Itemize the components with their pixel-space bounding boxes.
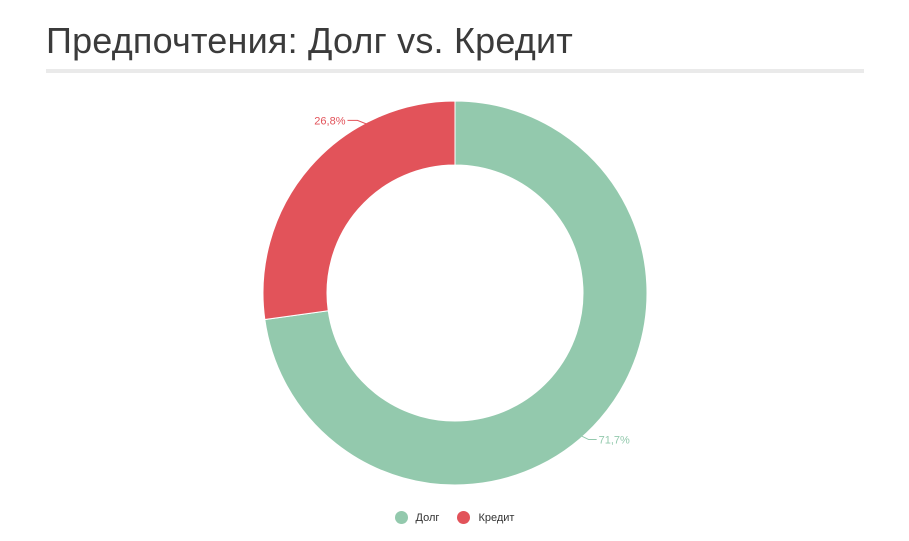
donut-slice-credit[interactable] [262,100,456,321]
legend-item-debt[interactable]: Долг [394,511,440,524]
leader-line-credit [347,119,368,125]
legend-item-credit[interactable]: Кредит [457,511,514,524]
legend-swatch-icon [457,511,471,524]
legend-label: Долг [415,511,440,524]
leader-line-debt [580,435,597,441]
slice-label-credit: 26,8% [314,115,345,127]
title-divider [46,69,864,73]
donut-slice-debt[interactable] [264,100,648,486]
chart-legend: Долг Кредит [0,511,909,524]
page-title: Предпочтения: Долг vs. Кредит [46,20,573,61]
legend-label: Кредит [478,511,515,524]
legend-swatch-icon [394,511,408,524]
slice-label-debt: 71,7% [599,435,630,447]
